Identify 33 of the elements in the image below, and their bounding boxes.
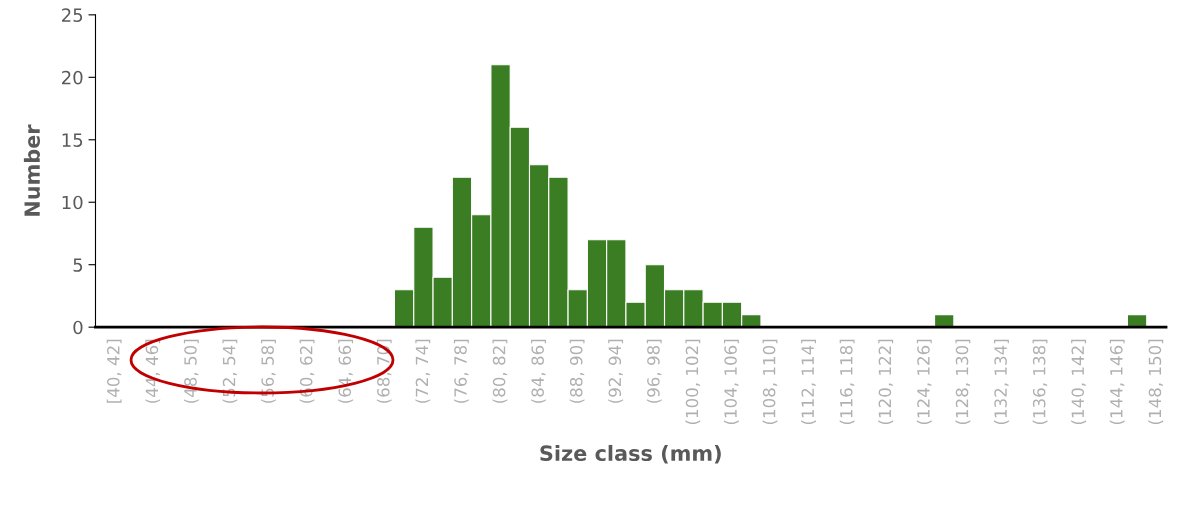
x-tick-label: (64, 66] bbox=[338, 339, 354, 403]
x-tick-label: (48, 50] bbox=[183, 339, 199, 403]
x-tick-label: (108, 110] bbox=[762, 339, 778, 425]
x-tick-label: (112, 114] bbox=[801, 339, 816, 425]
x-tick-label: (132, 134] bbox=[994, 339, 1009, 425]
y-tick-label: 10 bbox=[62, 195, 83, 210]
x-tick-label: (140, 142] bbox=[1071, 339, 1087, 425]
x-tick-label: (144, 146] bbox=[1109, 339, 1125, 425]
x-tick-label: (120, 122] bbox=[878, 339, 894, 425]
x-tick-label: (84, 86] bbox=[531, 339, 546, 403]
y-tick-label: 15 bbox=[62, 133, 83, 147]
x-tick-label: (148, 150] bbox=[1148, 339, 1164, 425]
x-tick-label: (76, 78] bbox=[453, 339, 469, 403]
x-tick-label: (100, 102] bbox=[685, 339, 701, 425]
x-tick-label: (136, 138] bbox=[1032, 339, 1048, 425]
x-tick-label: (88, 90] bbox=[569, 339, 585, 403]
x-tick-label: (128, 130] bbox=[955, 339, 971, 425]
x-tick-label: (116, 118] bbox=[839, 339, 855, 425]
bar bbox=[934, 314, 955, 328]
x-tick-label: (92, 94] bbox=[608, 339, 624, 403]
x-tick-label: (124, 126] bbox=[916, 339, 932, 425]
x-tick-label: [40, 42] bbox=[106, 339, 122, 403]
y-tick-label: 0 bbox=[73, 320, 83, 335]
y-axis-title: Number bbox=[23, 124, 41, 216]
bar bbox=[1126, 314, 1148, 328]
y-tick-label: 20 bbox=[62, 70, 83, 85]
y-tick-label: 25 bbox=[62, 8, 83, 22]
y-tick-label: 5 bbox=[73, 258, 83, 272]
x-tick-label: (104, 106] bbox=[723, 339, 739, 425]
x-tick-label: (96, 98] bbox=[646, 339, 662, 403]
x-tick-label: (72, 74] bbox=[415, 339, 431, 403]
x-axis-title: Size class (mm) bbox=[540, 444, 721, 464]
x-tick-label: (80, 82] bbox=[492, 339, 508, 403]
